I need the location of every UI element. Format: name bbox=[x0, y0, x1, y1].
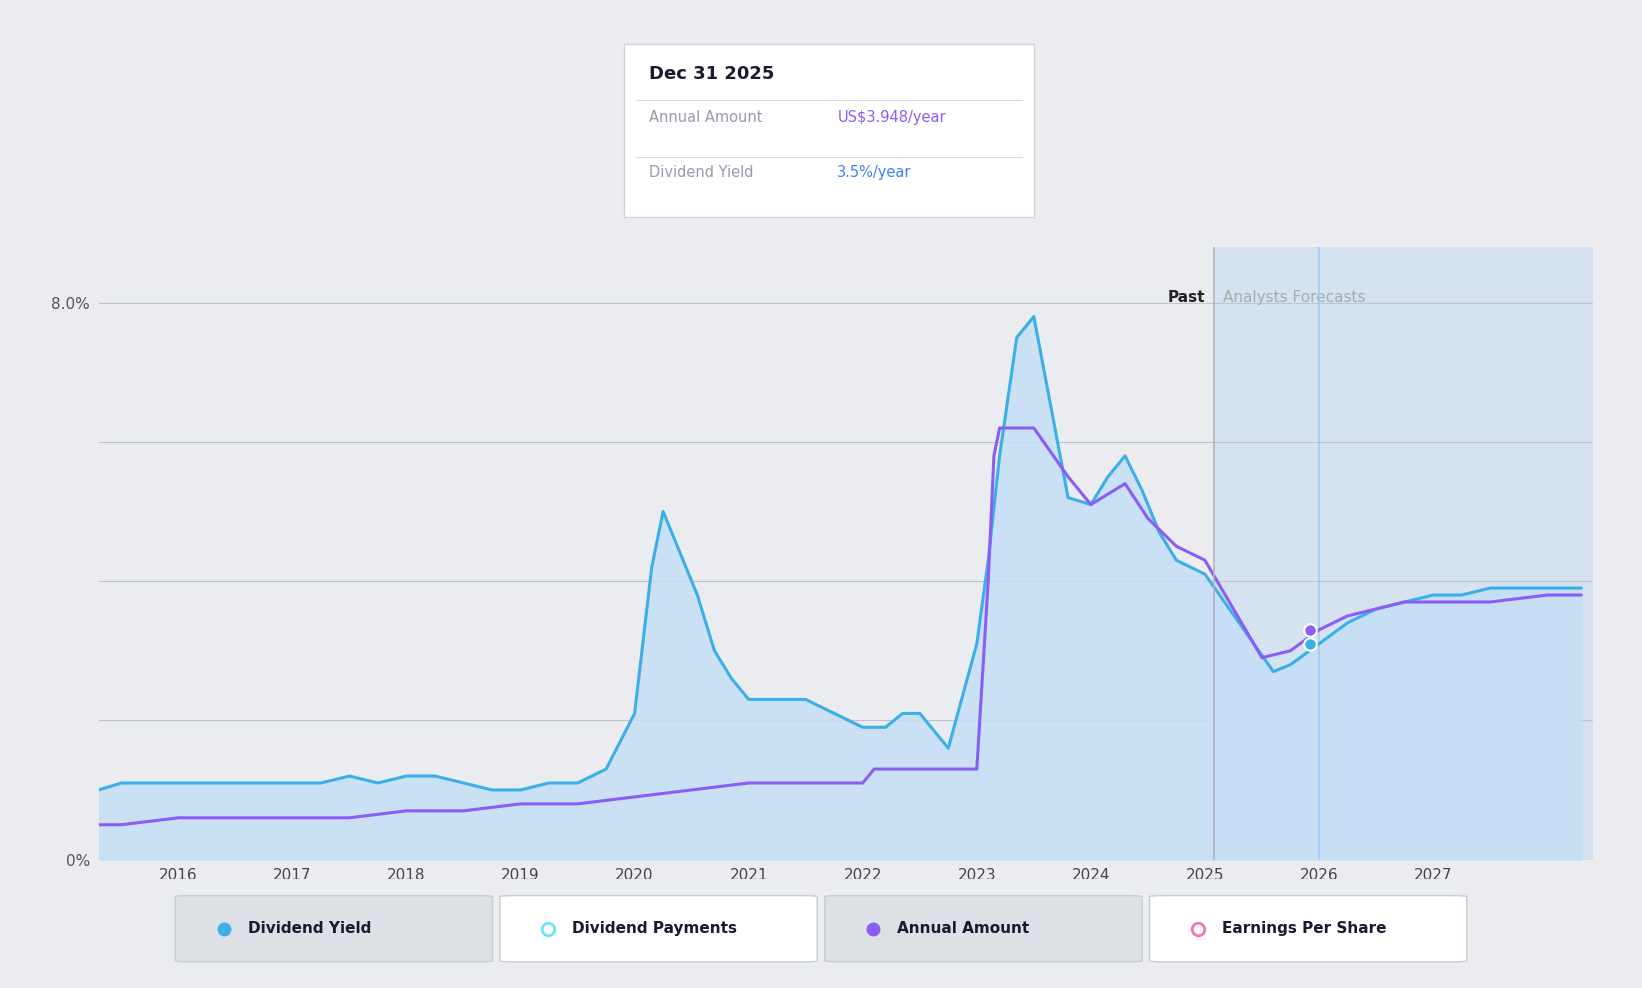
FancyBboxPatch shape bbox=[501, 895, 818, 962]
Text: US$3.948/year: US$3.948/year bbox=[837, 110, 946, 125]
Bar bbox=[1213, 247, 1593, 860]
Text: Dividend Yield: Dividend Yield bbox=[649, 166, 754, 181]
FancyBboxPatch shape bbox=[176, 895, 493, 962]
Text: Past: Past bbox=[1167, 289, 1205, 305]
Text: Annual Amount: Annual Amount bbox=[897, 921, 1030, 937]
Text: Dividend Payments: Dividend Payments bbox=[573, 921, 737, 937]
Text: Dividend Yield: Dividend Yield bbox=[248, 921, 371, 937]
Text: Annual Amount: Annual Amount bbox=[649, 110, 762, 125]
FancyBboxPatch shape bbox=[1149, 895, 1466, 962]
Text: 3.5%/year: 3.5%/year bbox=[837, 166, 911, 181]
Text: Earnings Per Share: Earnings Per Share bbox=[1222, 921, 1386, 937]
FancyBboxPatch shape bbox=[824, 895, 1143, 962]
Text: Dec 31 2025: Dec 31 2025 bbox=[649, 65, 773, 83]
Text: Analysts Forecasts: Analysts Forecasts bbox=[1223, 289, 1366, 305]
